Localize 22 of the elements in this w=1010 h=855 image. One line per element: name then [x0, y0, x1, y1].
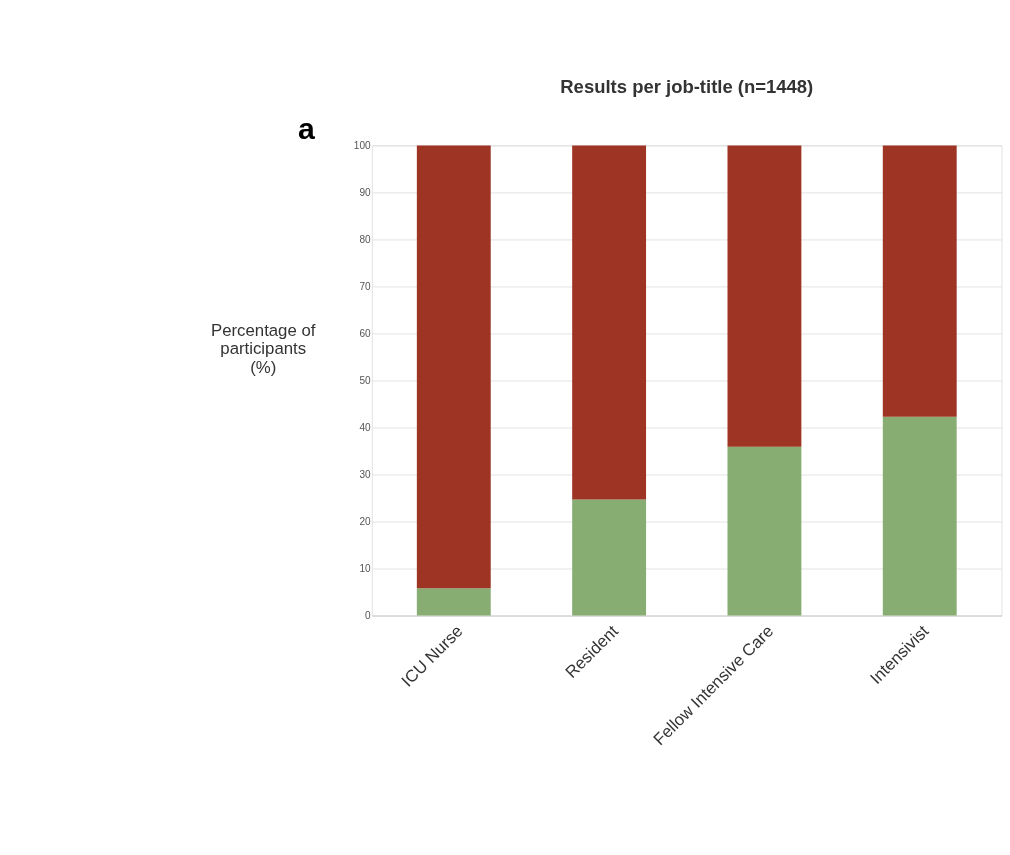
- bar: [882, 145, 957, 417]
- y-tick-label: 100: [353, 140, 372, 152]
- y-tick-label: 90: [359, 187, 372, 199]
- y-tick-label: 60: [359, 328, 372, 340]
- y-tick-label: 0: [365, 610, 372, 622]
- y-tick-label: 50: [359, 375, 372, 387]
- y-tick-label: 40: [359, 422, 372, 434]
- y-tick-label: 20: [359, 516, 372, 528]
- y-tick-label: 80: [359, 234, 372, 246]
- bar: [727, 446, 802, 616]
- bar: [572, 145, 647, 500]
- y-tick-label: 70: [359, 281, 372, 293]
- y-tick-label: 30: [359, 469, 372, 481]
- y-axis-title: Percentage of participants (%): [210, 320, 316, 377]
- bar: [727, 145, 802, 447]
- y-tick-label: 10: [359, 563, 372, 575]
- chart-title: Results per job-title (n=1448): [560, 76, 814, 98]
- bar: [882, 416, 957, 616]
- bar: [416, 145, 491, 589]
- bar: [416, 588, 491, 616]
- bar: [572, 499, 647, 616]
- text: a: [298, 111, 316, 145]
